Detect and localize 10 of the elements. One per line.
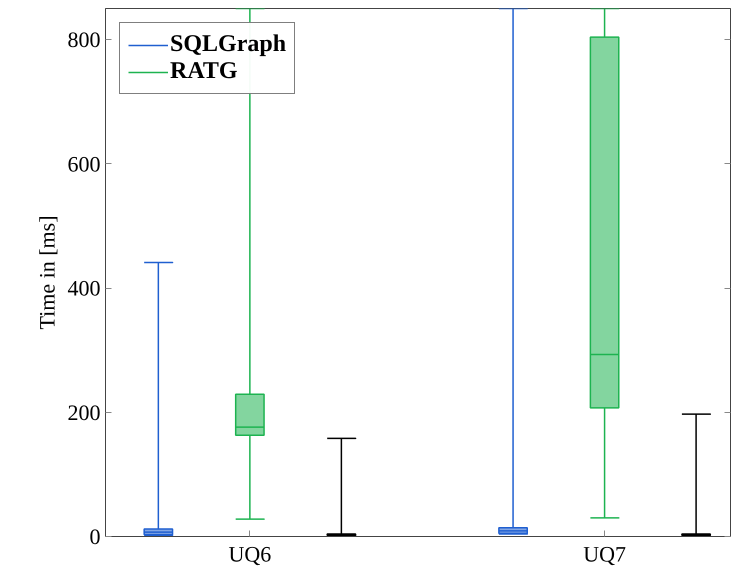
y-tick-label: 800: [68, 27, 100, 52]
y-tick-label: 200: [68, 400, 100, 425]
y-tick-label: 400: [68, 276, 100, 301]
x-tick-label: UQ7: [583, 542, 626, 566]
y-tick-label: 0: [90, 524, 100, 549]
legend-label: RATG: [170, 58, 238, 85]
y-tick-label: 600: [68, 151, 100, 176]
y-axis-title: Time in [ms]: [34, 215, 60, 330]
x-tick-label: UQ6: [228, 542, 272, 566]
legend-label: SQLGraph: [170, 31, 286, 58]
